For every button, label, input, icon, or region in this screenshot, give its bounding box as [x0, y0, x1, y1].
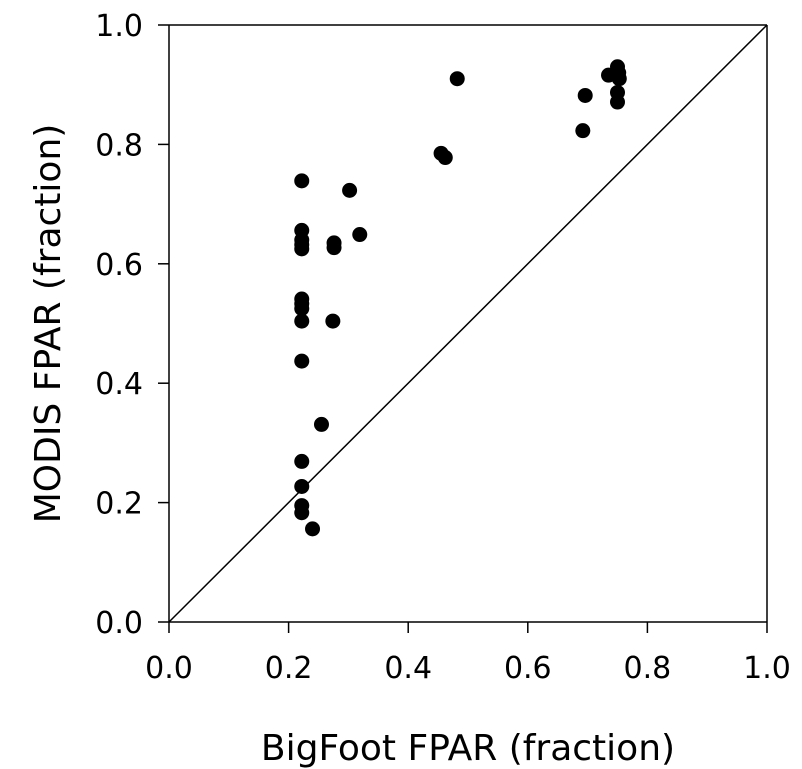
- y-axis-ticks: 0.0 0.2 0.4 0.6 0.8 1.0: [95, 9, 169, 641]
- x-tick-label: 0.4: [384, 651, 432, 686]
- y-axis-title: MODIS FPAR (fraction): [28, 124, 69, 524]
- y-tick-label: 0.8: [95, 128, 143, 163]
- data-point: [294, 313, 310, 329]
- data-point: [294, 353, 310, 369]
- data-point: [437, 150, 453, 166]
- data-point: [577, 87, 593, 103]
- data-point: [294, 478, 310, 494]
- data-point: [305, 521, 321, 537]
- y-tick-label: 0.0: [95, 606, 143, 641]
- x-tick-label: 1.0: [743, 651, 791, 686]
- data-point: [575, 123, 591, 139]
- data-point: [449, 71, 465, 87]
- plot-frame: [168, 24, 768, 623]
- data-point: [294, 173, 310, 189]
- data-point: [326, 240, 342, 256]
- one-to-one-line: [168, 24, 768, 623]
- x-axis-ticks: 0.0 0.2 0.4 0.6 0.8 1.0: [145, 622, 791, 686]
- x-tick-label: 0.0: [145, 651, 193, 686]
- x-tick-label: 0.2: [265, 651, 313, 686]
- data-point: [610, 94, 625, 110]
- data-points: [294, 59, 627, 537]
- data-point: [325, 313, 341, 329]
- x-axis-title: BigFoot FPAR (fraction): [261, 728, 675, 769]
- y-tick-label: 0.6: [95, 248, 143, 283]
- data-point: [294, 453, 310, 469]
- y-tick-label: 0.4: [95, 367, 143, 402]
- data-point: [342, 182, 358, 198]
- y-tick-label: 0.2: [95, 487, 143, 522]
- data-point: [294, 505, 310, 521]
- data-point: [294, 241, 310, 257]
- data-point: [352, 227, 368, 243]
- y-tick-label: 1.0: [95, 9, 143, 44]
- x-tick-label: 0.8: [624, 651, 672, 686]
- x-tick-label: 0.6: [504, 651, 552, 686]
- data-point: [294, 301, 310, 317]
- data-point: [611, 71, 627, 87]
- data-point: [313, 416, 329, 432]
